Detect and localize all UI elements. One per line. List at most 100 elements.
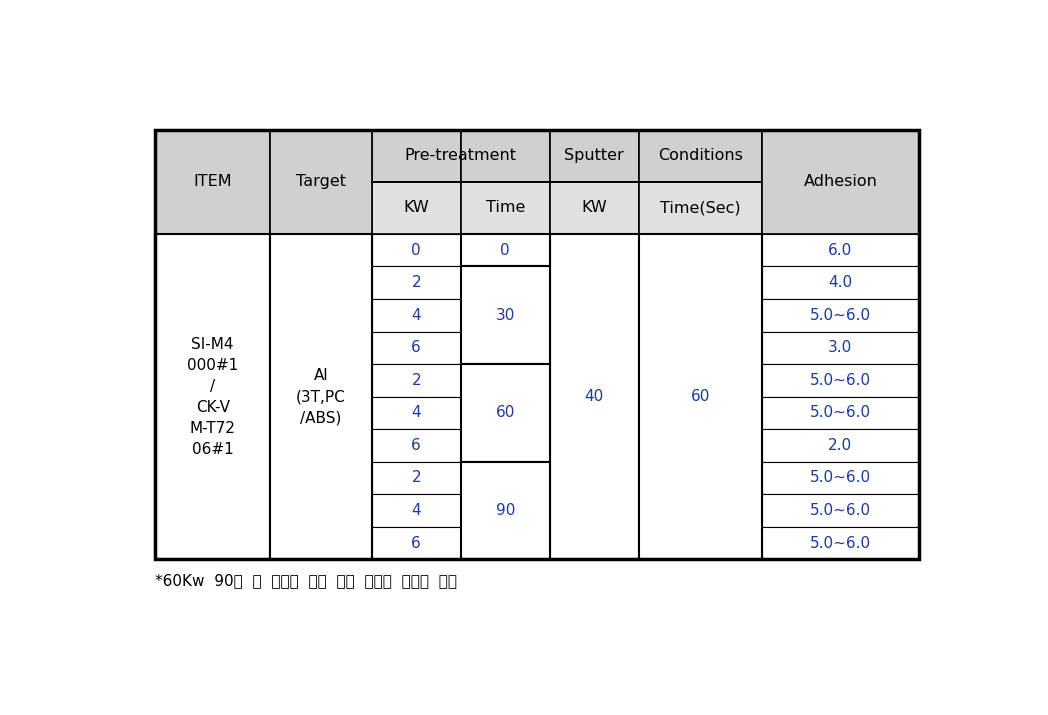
Bar xyxy=(550,527,639,559)
Bar xyxy=(155,364,270,397)
Text: 5.0~6.0: 5.0~6.0 xyxy=(810,373,871,388)
Bar xyxy=(372,182,461,234)
Text: KW: KW xyxy=(403,200,429,215)
Text: 4: 4 xyxy=(412,503,421,518)
Bar xyxy=(762,527,919,559)
Bar xyxy=(155,130,270,182)
Text: 4: 4 xyxy=(412,405,421,420)
Bar xyxy=(155,130,919,559)
Bar xyxy=(639,299,762,332)
Bar xyxy=(155,130,270,234)
Bar xyxy=(639,332,762,364)
Bar xyxy=(372,332,461,364)
Bar xyxy=(762,462,919,494)
Text: 0: 0 xyxy=(412,242,421,257)
Bar xyxy=(461,494,550,527)
Bar xyxy=(461,267,550,364)
Bar xyxy=(461,234,550,267)
Text: 5.0~6.0: 5.0~6.0 xyxy=(810,536,871,551)
Text: 2: 2 xyxy=(412,373,421,388)
Bar xyxy=(155,462,270,494)
Text: 2.0: 2.0 xyxy=(828,438,852,453)
Bar xyxy=(372,462,461,494)
Bar xyxy=(270,462,372,494)
Text: KW: KW xyxy=(582,200,607,215)
Bar xyxy=(270,494,372,527)
Bar xyxy=(155,397,270,429)
Bar xyxy=(639,130,762,182)
Bar xyxy=(550,429,639,462)
Bar xyxy=(461,364,550,462)
Bar xyxy=(270,130,372,182)
Bar xyxy=(155,299,270,332)
Text: *60Kw  90초  의  조건은  기계  손상  우려로  테스트  불가: *60Kw 90초 의 조건은 기계 손상 우려로 테스트 불가 xyxy=(155,573,457,588)
Bar xyxy=(762,299,919,332)
Bar xyxy=(461,527,550,559)
Bar xyxy=(639,462,762,494)
Text: 6.0: 6.0 xyxy=(828,242,852,257)
Text: 3.0: 3.0 xyxy=(828,340,852,355)
Bar xyxy=(372,299,461,332)
Text: 6: 6 xyxy=(412,536,421,551)
Text: 5.0~6.0: 5.0~6.0 xyxy=(810,503,871,518)
Bar xyxy=(155,332,270,364)
Bar xyxy=(461,429,550,462)
Bar xyxy=(550,462,639,494)
Text: Target: Target xyxy=(296,174,346,189)
Bar xyxy=(461,234,550,267)
Bar xyxy=(270,429,372,462)
Bar xyxy=(372,130,461,182)
Bar xyxy=(550,332,639,364)
Bar xyxy=(270,397,372,429)
Text: 5.0~6.0: 5.0~6.0 xyxy=(810,470,871,485)
Bar xyxy=(461,299,550,332)
Bar xyxy=(762,130,919,234)
Bar xyxy=(639,429,762,462)
Text: 2: 2 xyxy=(412,470,421,485)
Bar xyxy=(762,130,919,182)
Bar xyxy=(550,130,639,182)
Bar xyxy=(270,332,372,364)
Bar xyxy=(639,234,762,267)
Bar xyxy=(550,267,639,299)
Bar xyxy=(550,234,639,559)
Bar xyxy=(372,267,461,299)
Bar xyxy=(550,364,639,397)
Bar xyxy=(639,527,762,559)
Bar xyxy=(461,332,550,364)
Text: Time(Sec): Time(Sec) xyxy=(660,200,741,215)
Bar xyxy=(762,234,919,267)
Text: Conditions: Conditions xyxy=(658,149,743,163)
Bar xyxy=(461,397,550,429)
Bar xyxy=(550,397,639,429)
Text: 60: 60 xyxy=(496,405,515,420)
Text: SI-M4
000#1
/
CK-V
M-T72
06#1: SI-M4 000#1 / CK-V M-T72 06#1 xyxy=(187,337,238,457)
Bar xyxy=(372,397,461,429)
Bar xyxy=(639,267,762,299)
Bar xyxy=(550,182,639,234)
Text: Time: Time xyxy=(485,200,525,215)
Bar xyxy=(639,182,762,234)
Text: 30: 30 xyxy=(496,307,515,322)
Bar xyxy=(461,462,550,494)
Text: Al
(3T,PC
/ABS): Al (3T,PC /ABS) xyxy=(296,368,346,425)
Text: 2: 2 xyxy=(412,275,421,290)
Bar xyxy=(270,527,372,559)
Bar xyxy=(155,234,270,267)
Text: 5.0~6.0: 5.0~6.0 xyxy=(810,307,871,322)
Text: Adhesion: Adhesion xyxy=(804,174,877,189)
Bar xyxy=(270,364,372,397)
Bar xyxy=(762,429,919,462)
Text: 6: 6 xyxy=(412,438,421,453)
Bar xyxy=(270,234,372,267)
Bar xyxy=(550,299,639,332)
Bar xyxy=(372,364,461,397)
Bar xyxy=(762,397,919,429)
Bar xyxy=(461,364,550,397)
Bar xyxy=(270,299,372,332)
Bar xyxy=(270,267,372,299)
Text: 4.0: 4.0 xyxy=(828,275,852,290)
Bar xyxy=(461,182,550,234)
Text: Pre-treatment: Pre-treatment xyxy=(405,149,517,163)
Text: 90: 90 xyxy=(496,503,515,518)
